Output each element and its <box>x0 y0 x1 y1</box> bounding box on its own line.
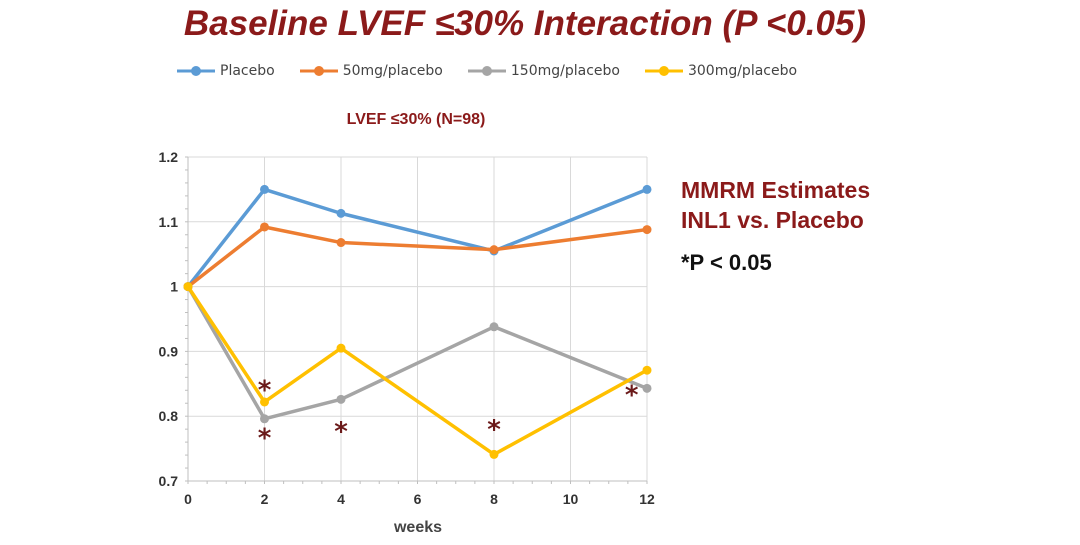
legend-label: 300mg/placebo <box>687 63 798 79</box>
significance-marker: * <box>258 375 272 405</box>
x-tick-label: 8 <box>490 491 498 507</box>
y-tick-label: 1.1 <box>159 214 179 230</box>
x-tick-label: 10 <box>563 491 579 507</box>
y-tick-label: 1.2 <box>159 149 179 165</box>
chart-title: LVEF ≤30% (N=98) <box>346 111 486 128</box>
x-axis-label: weeks <box>393 519 442 536</box>
y-tick-label: 0.7 <box>159 473 179 489</box>
legend-item: 300mg/placebo <box>644 63 797 79</box>
legend-item: 50mg/placebo <box>299 63 443 79</box>
legend-swatch <box>644 66 683 76</box>
x-tick-label: 12 <box>639 491 655 507</box>
y-tick-label: 1 <box>170 279 178 295</box>
x-tick-label: 0 <box>184 491 192 507</box>
y-tick-label: 0.9 <box>159 343 179 359</box>
legend-label: 150mg/placebo <box>510 63 620 79</box>
data-point <box>642 365 652 375</box>
pvalue-note: *P < 0.05 <box>681 250 772 275</box>
data-point <box>642 225 652 235</box>
legend: Placebo 50mg/placebo 150mg/placebo 300mg/pl… <box>176 63 821 79</box>
legend-swatch <box>299 66 338 76</box>
data-point <box>260 414 269 424</box>
data-point <box>642 383 652 393</box>
legend-item: 150mg/placebo <box>467 63 620 79</box>
legend-item: Placebo <box>176 63 275 79</box>
legend-label: Placebo <box>220 63 275 79</box>
significance-marker: * <box>258 423 272 453</box>
legend-swatch <box>467 66 506 76</box>
data-point <box>336 238 346 248</box>
legend-swatch <box>177 66 215 76</box>
significance-marker: * <box>625 381 639 411</box>
data-point <box>489 322 499 332</box>
significance-marker: * <box>487 415 501 445</box>
legend-label: 50mg/placebo <box>342 63 443 79</box>
data-point <box>489 245 499 255</box>
data-point <box>336 394 346 404</box>
data-point <box>489 449 499 459</box>
data-point <box>336 208 346 218</box>
side-note: MMRM Estimates INL1 vs. Placebo <box>681 175 870 235</box>
x-tick-label: 4 <box>337 491 345 507</box>
data-point <box>336 343 346 353</box>
side-note-line1: MMRM Estimates <box>681 177 871 203</box>
data-point <box>260 184 269 194</box>
slide-title: Baseline LVEF ≤30% Interaction (P <0.05) <box>183 4 867 43</box>
side-note-line2: INL1 vs. Placebo <box>681 207 864 233</box>
x-tick-label: 6 <box>414 491 422 507</box>
data-point <box>260 397 269 407</box>
data-point <box>260 222 269 232</box>
significance-marker: * <box>334 417 348 447</box>
data-point <box>183 282 193 292</box>
data-point <box>642 184 652 194</box>
x-tick-label: 2 <box>261 491 269 507</box>
y-tick-label: 0.8 <box>159 408 179 424</box>
